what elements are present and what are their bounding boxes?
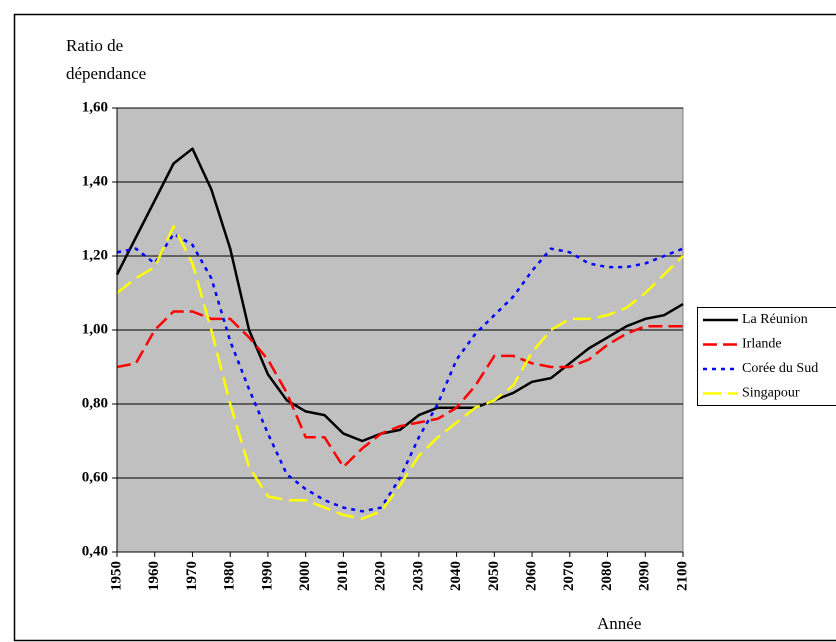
y-tick-label: 1,20	[82, 247, 108, 263]
x-tick-label: 2050	[486, 561, 502, 591]
series-line	[116, 310, 683, 469]
legend-label: La Réunion	[742, 312, 808, 327]
y-tick-label: 1,40	[82, 173, 108, 189]
x-tick-label: 1980	[222, 561, 238, 591]
x-tick-label: 2070	[561, 561, 577, 591]
series-line	[116, 232, 684, 513]
y-axis-label: Ratio de dépendance	[66, 36, 147, 83]
x-tick-label: 2090	[637, 561, 653, 591]
x-tick-label: 1950	[108, 561, 124, 591]
axes: 0,40 0,60 0,80 1,00 1,20 1,40 1,60 1950 1960 1970…	[82, 99, 691, 591]
legend-box	[697, 307, 836, 406]
x-axis-label: Année	[597, 614, 642, 633]
y-tick-label: 0,80	[82, 395, 108, 411]
x-tick-label: 2040	[448, 561, 464, 591]
series-line	[115, 147, 684, 443]
legend: La Réunion Irlande Corée du Sud Singapour	[697, 307, 836, 406]
y-tick-label: 0,40	[82, 543, 108, 559]
legend-label: Corée du Sud	[742, 361, 818, 376]
y-tick-label: 1,60	[82, 99, 108, 115]
y-tick-label: 1,00	[82, 321, 108, 337]
series-line	[116, 225, 684, 520]
x-tick-label: 1990	[259, 561, 275, 591]
lines	[115, 147, 684, 520]
x-tick-label: 1970	[184, 561, 200, 591]
x-tick-label: 2060	[524, 561, 540, 591]
x-tick-label: 2030	[410, 561, 426, 591]
x-tick-label: 2020	[373, 561, 389, 591]
y-tick-label: 0,60	[82, 469, 108, 485]
x-tick-label: 2000	[297, 561, 313, 591]
x-tick-label: 2100	[674, 561, 690, 591]
x-tick-label: 2010	[335, 561, 351, 591]
x-tick-label: 2080	[599, 561, 615, 591]
legend-label: Irlande	[742, 337, 782, 352]
x-tick-label: 1960	[146, 561, 162, 591]
legend-label: Singapour	[742, 386, 800, 401]
